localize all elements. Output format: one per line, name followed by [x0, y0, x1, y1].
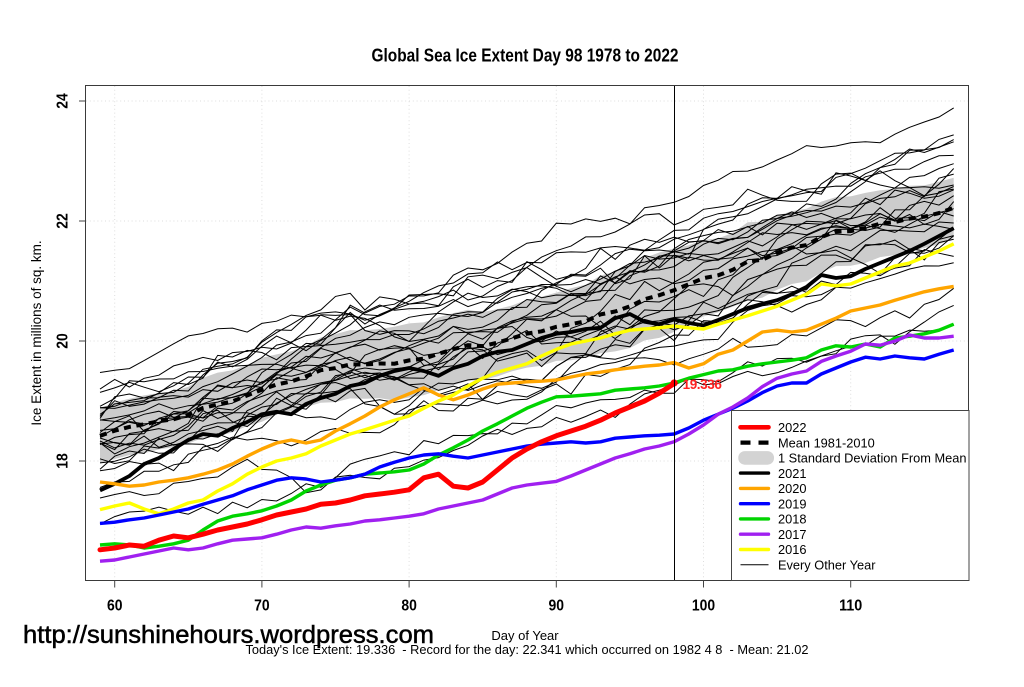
svg-text:Today's Ice Extent: 19.336 -: Today's Ice Extent: 19.336 - Record for … — [245, 642, 808, 657]
svg-text:60: 60 — [107, 598, 123, 615]
svg-text:Ice Extent in millions of sq.: Ice Extent in millions of sq. km. — [29, 240, 44, 425]
svg-text:100: 100 — [692, 598, 715, 615]
svg-text:70: 70 — [254, 598, 270, 615]
svg-text:2016: 2016 — [778, 542, 806, 557]
svg-text:2018: 2018 — [778, 512, 806, 527]
svg-text:18: 18 — [55, 453, 72, 469]
svg-text:Mean 1981-2010: Mean 1981-2010 — [778, 435, 875, 450]
svg-text:19.336: 19.336 — [683, 377, 723, 392]
svg-text:2017: 2017 — [778, 527, 806, 542]
svg-text:90: 90 — [549, 598, 565, 615]
svg-text:Day of Year: Day of Year — [491, 628, 559, 643]
svg-text:Every Other Year: Every Other Year — [778, 557, 876, 572]
svg-text:1 Standard Deviation From Mean: 1 Standard Deviation From Mean — [778, 451, 967, 466]
svg-text:http://sunshinehours.wordpress: http://sunshinehours.wordpress.com — [23, 621, 434, 649]
svg-text:2022: 2022 — [778, 420, 806, 435]
svg-text:2019: 2019 — [778, 496, 806, 511]
svg-text:2021: 2021 — [778, 466, 806, 481]
svg-text:110: 110 — [839, 598, 862, 615]
svg-text:22: 22 — [55, 213, 72, 229]
svg-text:80: 80 — [401, 598, 417, 615]
svg-text:24: 24 — [55, 93, 72, 109]
svg-text:20: 20 — [55, 333, 72, 349]
svg-text:Global Sea Ice Extent Day 98 1: Global Sea Ice Extent Day 98 1978 to 202… — [372, 46, 679, 66]
svg-text:2020: 2020 — [778, 481, 806, 496]
